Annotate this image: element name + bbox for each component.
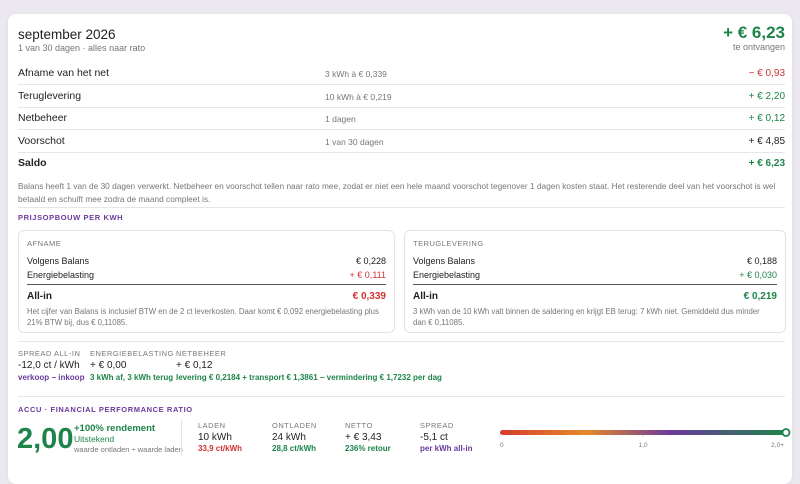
row-amount: + € 4,85 bbox=[748, 136, 785, 147]
metric-label: ONTLADEN bbox=[272, 421, 317, 430]
line-value: € 0,188 bbox=[746, 256, 777, 266]
title: september 2026 bbox=[18, 27, 116, 42]
note: Balans heeft 1 van de 30 dagen verwerkt.… bbox=[18, 181, 776, 204]
metric-value: 10 kWh bbox=[198, 432, 232, 443]
row-label: Saldo bbox=[18, 157, 47, 169]
metric-value: -5,1 ct bbox=[420, 432, 448, 443]
stat-sub: 3 kWh af, 3 kWh terug bbox=[90, 373, 174, 382]
line-label: Energiebelasting bbox=[27, 270, 95, 280]
row-label: Voorschot bbox=[18, 135, 65, 147]
stat-label: NETBEHEER bbox=[176, 349, 227, 358]
row-amount: − € 0,93 bbox=[748, 68, 785, 79]
row-detail: 10 kWh à € 0,219 bbox=[325, 92, 392, 102]
stat-value: + € 0,12 bbox=[176, 360, 213, 371]
total-label: All-in bbox=[413, 291, 438, 302]
row-label: Teruglevering bbox=[18, 90, 82, 102]
total-caption: te ontvangen bbox=[732, 42, 785, 52]
line-label: Energiebelasting bbox=[413, 270, 481, 280]
gauge-track bbox=[500, 430, 786, 435]
total-value: € 0,339 bbox=[352, 291, 386, 302]
row-amount: + € 6,23 bbox=[748, 158, 785, 169]
gauge-marker bbox=[781, 428, 791, 437]
row-detail: 1 dagen bbox=[325, 114, 356, 124]
line-label: Volgens Balans bbox=[413, 256, 476, 266]
total: + € 6,23 bbox=[723, 23, 785, 42]
headline: +100% rendement bbox=[74, 423, 156, 434]
stat-value: -12,0 ct / kWh bbox=[18, 360, 80, 371]
row-amount: + € 0,12 bbox=[748, 113, 785, 124]
gauge-tick-label: 1,0 bbox=[638, 442, 647, 449]
divider bbox=[181, 420, 182, 456]
stat-label: ENERGIEBELASTING bbox=[90, 349, 174, 358]
divider bbox=[18, 107, 785, 108]
formula: waarde ontladen ÷ waarde laden bbox=[74, 445, 183, 454]
price-card: TERUGLEVERING Volgens Balans € 0,188 Ene… bbox=[404, 230, 786, 333]
divider bbox=[18, 207, 785, 208]
card-note: Het cijfer van Balans is inclusief BTW e… bbox=[27, 307, 379, 327]
row-amount: + € 2,20 bbox=[748, 91, 785, 102]
metric-label: SPREAD bbox=[420, 421, 454, 430]
score: 2,00 bbox=[17, 423, 74, 455]
rating: Uitstekend bbox=[74, 434, 115, 444]
row-detail: 1 van 30 dagen bbox=[325, 137, 384, 147]
metric-label: NETTO bbox=[345, 421, 373, 430]
divider bbox=[413, 284, 777, 285]
metric-label: LADEN bbox=[198, 421, 226, 430]
line-label: Volgens Balans bbox=[27, 256, 90, 266]
divider bbox=[18, 152, 785, 153]
line-value: € 0,228 bbox=[355, 256, 386, 266]
metric-sub: 33,9 ct/kWh bbox=[198, 444, 243, 453]
metric-sub: 28,8 ct/kWh bbox=[272, 444, 317, 453]
metric-value: + € 3,43 bbox=[345, 432, 382, 443]
row-detail: 3 kWh à € 0,339 bbox=[325, 69, 387, 79]
gauge-tick-label: 0 bbox=[500, 442, 504, 449]
card-title: TERUGLEVERING bbox=[413, 239, 484, 248]
line-value: + € 0,111 bbox=[349, 270, 386, 280]
divider bbox=[18, 396, 785, 397]
metric-sub: per kWh all-in bbox=[420, 444, 473, 453]
section-title: PRIJSOPBOUW PER KWH bbox=[18, 213, 124, 222]
card-title: AFNAME bbox=[27, 239, 62, 248]
divider bbox=[18, 129, 785, 130]
subtitle: 1 van 30 dagen · alles naar rato bbox=[18, 43, 146, 53]
stat-sub: verkoop − inkoop bbox=[18, 373, 85, 382]
metric-sub: 236% retour bbox=[345, 444, 391, 453]
stat-label: SPREAD ALL-IN bbox=[18, 349, 81, 358]
price-card: AFNAME Volgens Balans € 0,228 Energiebel… bbox=[18, 230, 395, 333]
line-value: + € 0,030 bbox=[739, 270, 777, 280]
statement-card: september 2026 1 van 30 dagen · alles na… bbox=[8, 14, 792, 484]
stat-sub: levering € 0,2184 + transport € 1,3861 −… bbox=[176, 373, 442, 382]
total-label: All-in bbox=[27, 291, 52, 302]
section-title: ACCU · FINANCIAL PERFORMANCE RATIO bbox=[18, 405, 193, 414]
divider bbox=[27, 284, 386, 285]
row-label: Netbeheer bbox=[18, 112, 68, 124]
divider bbox=[18, 84, 785, 85]
row-label: Afname van het net bbox=[18, 67, 110, 79]
metric-value: 24 kWh bbox=[272, 432, 306, 443]
gauge-tick-label: 2,0+ bbox=[771, 442, 784, 449]
total-value: € 0,219 bbox=[743, 291, 777, 302]
ratio-gauge: 0 1,0 2,0+ bbox=[499, 428, 791, 449]
divider bbox=[18, 341, 785, 342]
page: september 2026 1 van 30 dagen · alles na… bbox=[8, 14, 792, 484]
card-note: 3 kWh van de 10 kWh valt binnen de salde… bbox=[413, 307, 760, 327]
stat-value: + € 0,00 bbox=[90, 360, 127, 371]
